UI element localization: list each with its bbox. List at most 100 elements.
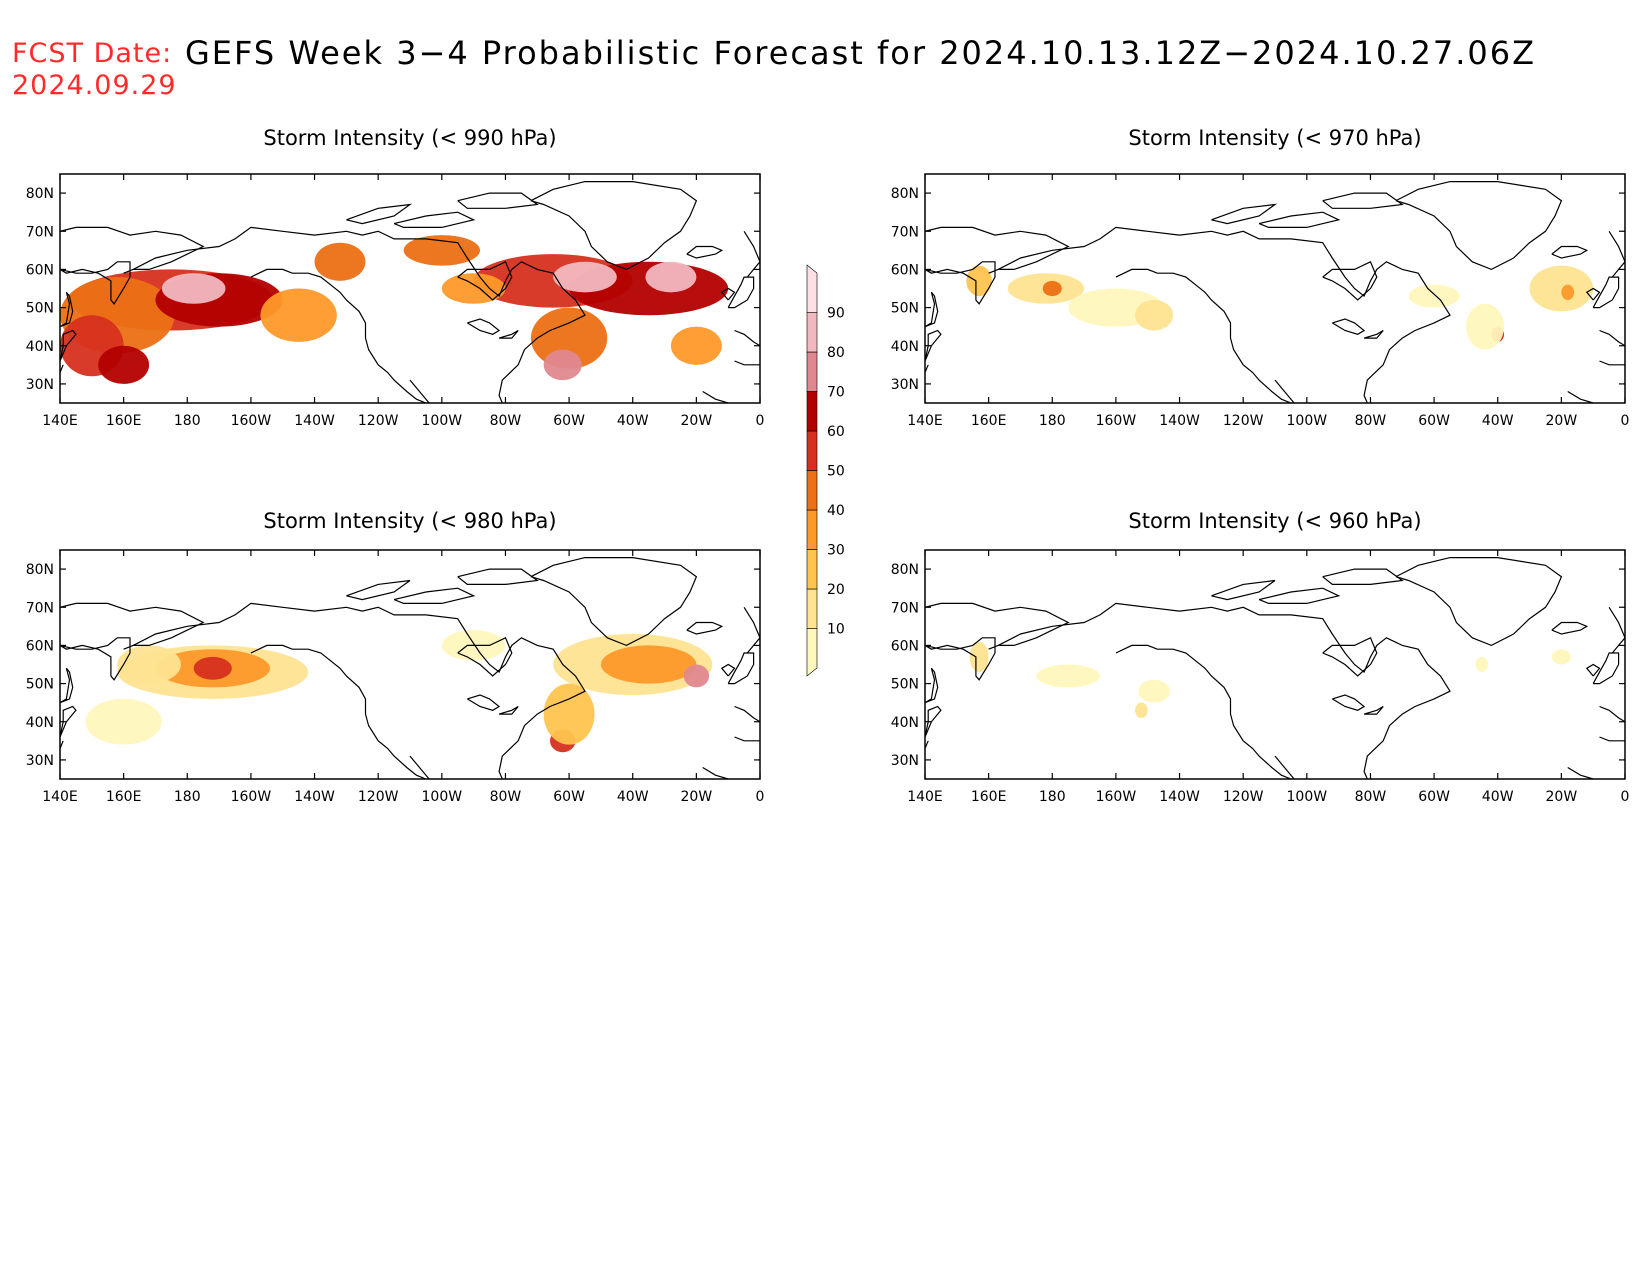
coastline — [1274, 379, 1295, 403]
probability-area — [193, 656, 232, 680]
probability-area — [1042, 280, 1062, 297]
coastline — [1363, 705, 1384, 715]
x-tick-label: 0 — [756, 413, 765, 429]
colorbar-label: 40 — [827, 503, 845, 519]
map-area — [925, 181, 1625, 403]
panel-title: Storm Intensity (< 980 hPa) — [263, 509, 556, 533]
coastline — [734, 329, 760, 347]
y-tick-label: 60N — [891, 262, 919, 278]
coastline — [457, 636, 513, 677]
coastline — [530, 181, 698, 271]
coastline — [727, 652, 755, 685]
coastline — [466, 318, 501, 335]
coastline — [1599, 329, 1625, 347]
coastline — [1599, 705, 1625, 723]
map-frame — [59, 549, 761, 780]
x-tick-label: 100W — [422, 413, 463, 429]
colorbar-label: 70 — [827, 385, 845, 401]
coastline — [1592, 652, 1620, 685]
y-tick-label: 40N — [891, 339, 919, 355]
probability-area — [117, 645, 181, 684]
x-tick-label: 0 — [1621, 413, 1630, 429]
map-panel: Storm Intensity (< 960 hPa) 140E 160E 180 16… — [891, 509, 1630, 805]
x-tick-label: 40W — [617, 413, 649, 429]
probability-area — [543, 683, 595, 745]
x-tick-label: 160W — [1096, 789, 1137, 805]
x-tick-label: 120W — [358, 413, 399, 429]
x-tick-label: 0 — [1621, 789, 1630, 805]
probability-area — [260, 288, 337, 342]
coastline — [1115, 644, 1292, 779]
coastline — [498, 329, 519, 339]
x-tick-label: 140E — [42, 789, 78, 805]
x-tick-label: 160E — [106, 413, 142, 429]
y-tick-label: 70N — [891, 224, 919, 240]
probability-area — [969, 641, 989, 673]
map-area — [925, 556, 1625, 779]
x-tick-label: 140W — [294, 413, 335, 429]
x-tick-label: 20W — [1546, 413, 1578, 429]
panel-title: Storm Intensity (< 990 hPa) — [263, 126, 556, 150]
coastline — [250, 268, 427, 403]
probability-area — [314, 242, 366, 281]
x-tick-label: 140E — [907, 789, 943, 805]
x-tick-label: 180 — [1039, 789, 1066, 805]
x-tick-label: 140E — [42, 413, 78, 429]
x-tick-label: 60W — [553, 413, 585, 429]
map-panel: Storm Intensity (< 970 hPa) 140E 160E 180 16… — [891, 126, 1630, 429]
coastline — [457, 192, 539, 209]
probability-area — [85, 698, 162, 745]
coastline — [925, 602, 1070, 647]
coastline — [720, 287, 736, 301]
coastline — [1211, 579, 1276, 601]
coastline — [1395, 556, 1563, 647]
y-tick-label: 80N — [891, 562, 919, 578]
probability-area — [1529, 265, 1594, 312]
coastline — [925, 261, 996, 305]
x-tick-label: 120W — [358, 789, 399, 805]
x-tick-label: 180 — [1039, 413, 1066, 429]
colorbar-label: 10 — [827, 622, 845, 638]
coastline — [60, 602, 205, 647]
probability-area — [543, 349, 582, 381]
x-tick-label: 40W — [617, 789, 649, 805]
coastline — [530, 556, 698, 647]
coastline — [1551, 621, 1589, 635]
y-tick-label: 60N — [891, 638, 919, 654]
coastline — [1331, 318, 1366, 335]
x-tick-label: 180 — [174, 413, 201, 429]
x-tick-label: 20W — [681, 413, 713, 429]
coastline — [1322, 568, 1404, 586]
map-panel: Storm Intensity (< 990 hPa) 140E 160E 180 16… — [26, 126, 765, 429]
coastline — [60, 291, 74, 328]
coastline — [393, 587, 476, 605]
colorbar: 10 20 30 40 50 60 70 80 90 — [806, 264, 845, 677]
x-tick-label: 100W — [1287, 413, 1328, 429]
colorbar-swatch — [806, 264, 818, 313]
y-tick-label: 30N — [26, 753, 54, 769]
coastline — [925, 291, 939, 328]
y-tick-label: 40N — [26, 715, 54, 731]
probability-area — [553, 261, 617, 293]
coastline — [743, 230, 760, 278]
y-tick-label: 70N — [26, 224, 54, 240]
x-tick-label: 60W — [1418, 789, 1450, 805]
coastline — [1592, 276, 1620, 309]
y-tick-label: 70N — [26, 600, 54, 616]
coastline — [1585, 663, 1601, 677]
y-tick-label: 40N — [891, 715, 919, 731]
coastline — [60, 637, 131, 681]
coastline — [1608, 230, 1625, 278]
coastline — [734, 705, 760, 723]
colorbar-label: 50 — [827, 464, 845, 480]
x-tick-label: 160E — [971, 413, 1007, 429]
coastline — [1258, 587, 1341, 605]
x-tick-label: 160W — [231, 789, 272, 805]
colorbar-swatch — [806, 430, 818, 471]
probability-area — [530, 307, 608, 369]
x-tick-label: 120W — [1223, 789, 1264, 805]
coastline — [409, 755, 430, 779]
coastline — [727, 276, 755, 309]
y-tick-label: 80N — [26, 186, 54, 202]
